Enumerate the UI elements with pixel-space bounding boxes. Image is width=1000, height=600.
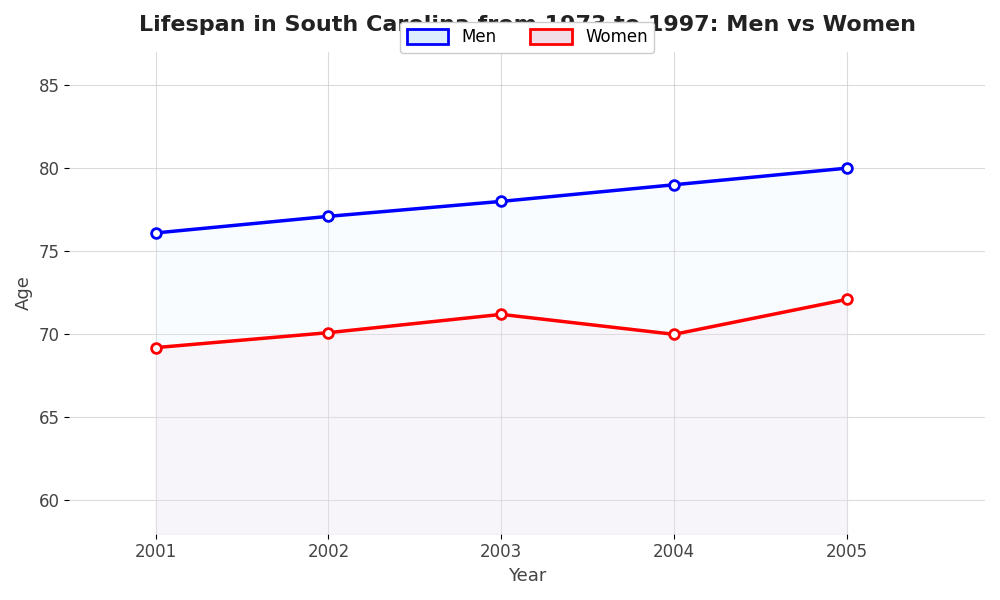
Legend: Men, Women: Men, Women: [400, 22, 654, 53]
X-axis label: Year: Year: [508, 567, 546, 585]
Title: Lifespan in South Carolina from 1973 to 1997: Men vs Women: Lifespan in South Carolina from 1973 to …: [139, 15, 916, 35]
Y-axis label: Age: Age: [15, 275, 33, 310]
